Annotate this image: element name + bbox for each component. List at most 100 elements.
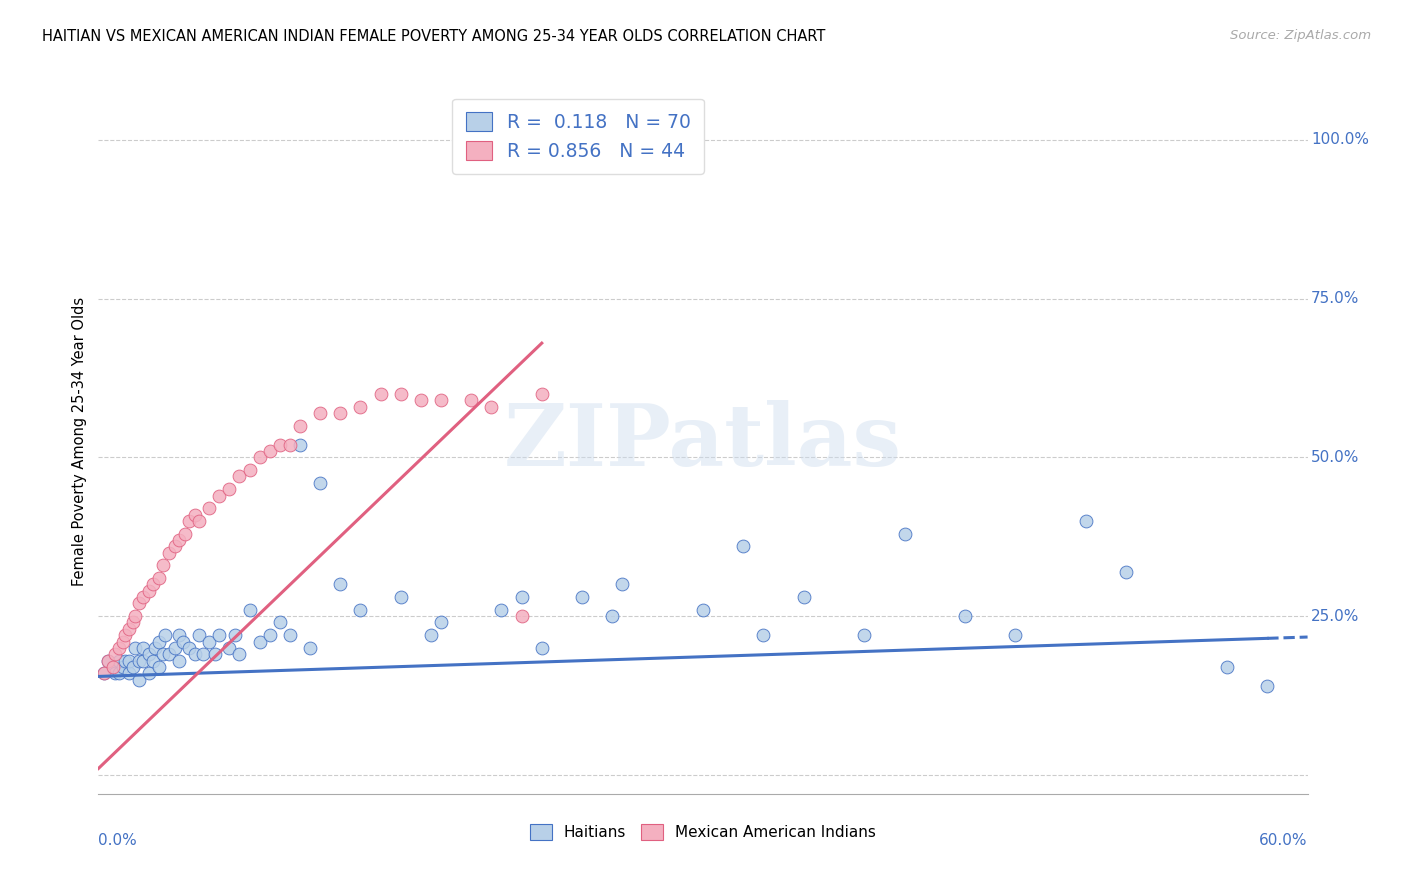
Text: 60.0%: 60.0%: [1260, 832, 1308, 847]
Point: [128, 654, 150, 668]
Point: [224, 628, 246, 642]
Point: [269, 615, 291, 630]
Point: [309, 475, 332, 490]
Point: [259, 444, 281, 458]
Point: [299, 640, 322, 655]
Point: [733, 539, 755, 553]
Point: [163, 539, 186, 553]
Point: [239, 603, 262, 617]
Point: [198, 634, 221, 648]
Point: [249, 634, 271, 648]
Point: [167, 533, 190, 547]
Point: [228, 469, 250, 483]
Point: [107, 666, 129, 681]
Point: [208, 488, 231, 502]
Text: 0.0%: 0.0%: [98, 832, 138, 847]
Point: [430, 615, 453, 630]
Point: [107, 640, 129, 655]
Point: [114, 654, 136, 668]
Point: [157, 546, 180, 560]
Point: [259, 628, 281, 642]
Point: [329, 577, 352, 591]
Point: [148, 571, 170, 585]
Point: [893, 526, 915, 541]
Point: [218, 482, 240, 496]
Point: [118, 654, 141, 668]
Point: [103, 666, 125, 681]
Point: [188, 628, 211, 642]
Text: 75.0%: 75.0%: [1312, 291, 1360, 306]
Point: [329, 406, 352, 420]
Point: [153, 628, 176, 642]
Point: [111, 634, 134, 648]
Legend: Haitians, Mexican American Indians: Haitians, Mexican American Indians: [524, 818, 882, 847]
Point: [692, 603, 714, 617]
Point: [167, 628, 190, 642]
Text: 100.0%: 100.0%: [1312, 133, 1369, 147]
Point: [460, 393, 482, 408]
Point: [793, 590, 815, 604]
Point: [389, 590, 412, 604]
Point: [103, 647, 125, 661]
Point: [114, 628, 136, 642]
Point: [510, 590, 533, 604]
Point: [143, 640, 166, 655]
Point: [188, 514, 211, 528]
Point: [172, 634, 194, 648]
Point: [128, 596, 150, 610]
Point: [142, 577, 165, 591]
Point: [491, 603, 513, 617]
Point: [118, 666, 141, 681]
Point: [121, 615, 143, 630]
Point: [163, 640, 186, 655]
Point: [349, 400, 371, 414]
Point: [138, 647, 160, 661]
Point: [409, 393, 432, 408]
Point: [602, 609, 624, 624]
Point: [288, 418, 311, 433]
Point: [288, 438, 311, 452]
Point: [184, 647, 207, 661]
Point: [157, 647, 180, 661]
Point: [167, 654, 190, 668]
Point: [111, 660, 134, 674]
Text: 25.0%: 25.0%: [1312, 608, 1360, 624]
Point: [278, 628, 301, 642]
Point: [101, 660, 124, 674]
Point: [148, 634, 170, 648]
Point: [128, 673, 150, 687]
Point: [1256, 679, 1278, 693]
Point: [132, 590, 155, 604]
Y-axis label: Female Poverty Among 25-34 Year Olds: Female Poverty Among 25-34 Year Olds: [72, 297, 87, 586]
Point: [179, 640, 201, 655]
Point: [148, 660, 170, 674]
Point: [93, 666, 115, 681]
Point: [138, 666, 160, 681]
Point: [249, 450, 271, 465]
Point: [198, 501, 221, 516]
Text: ZIPatlas: ZIPatlas: [503, 400, 903, 483]
Point: [1074, 514, 1097, 528]
Point: [152, 647, 174, 661]
Point: [853, 628, 876, 642]
Point: [93, 666, 115, 681]
Point: [278, 438, 301, 452]
Text: HAITIAN VS MEXICAN AMERICAN INDIAN FEMALE POVERTY AMONG 25-34 YEAR OLDS CORRELAT: HAITIAN VS MEXICAN AMERICAN INDIAN FEMAL…: [42, 29, 825, 44]
Point: [138, 583, 160, 598]
Point: [132, 654, 155, 668]
Point: [530, 387, 553, 401]
Point: [239, 463, 262, 477]
Point: [752, 628, 775, 642]
Point: [193, 647, 215, 661]
Point: [370, 387, 392, 401]
Point: [1004, 628, 1026, 642]
Point: [481, 400, 503, 414]
Point: [132, 640, 155, 655]
Point: [142, 654, 165, 668]
Point: [953, 609, 976, 624]
Point: [184, 508, 207, 522]
Point: [208, 628, 231, 642]
Point: [97, 654, 120, 668]
Point: [179, 514, 201, 528]
Point: [571, 590, 593, 604]
